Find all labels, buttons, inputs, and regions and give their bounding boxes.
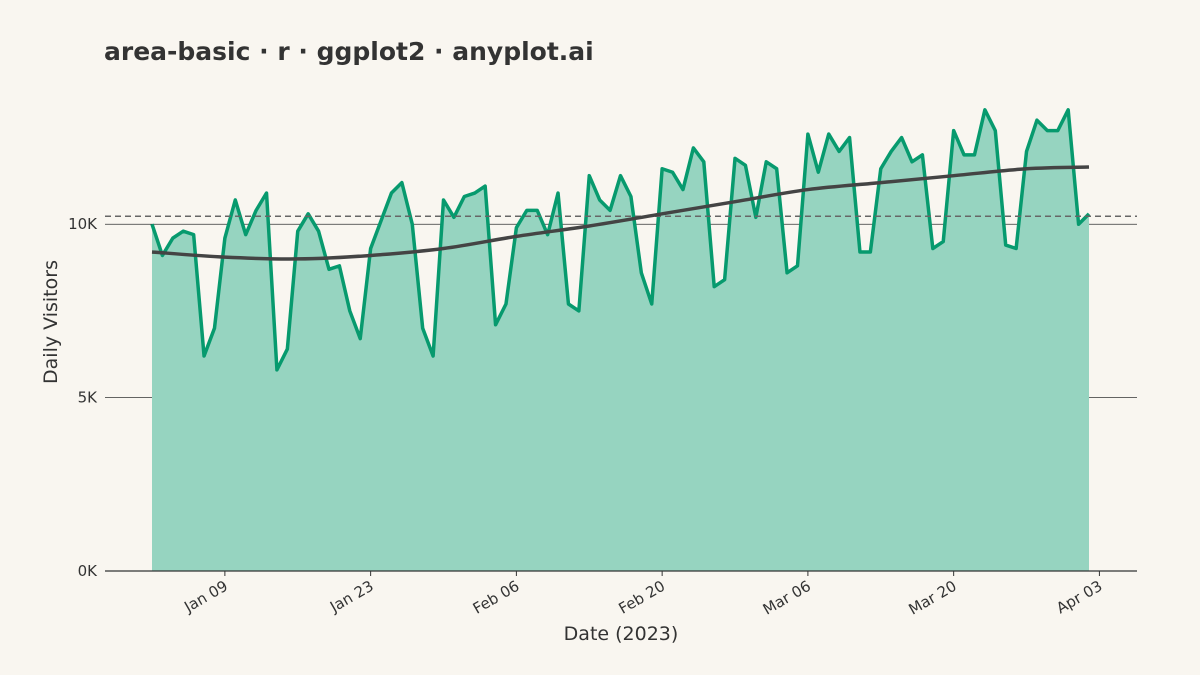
x-tick-label: Mar 20 — [905, 577, 959, 619]
x-tick-label: Mar 06 — [760, 577, 814, 619]
x-tick-label: Apr 03 — [1053, 577, 1105, 617]
y-tick-label: 10K — [68, 215, 98, 233]
area-fill — [152, 109, 1089, 571]
chart-title: area-basic · r · ggplot2 · anyplot.ai — [104, 37, 594, 66]
x-tick-label: Feb 06 — [470, 577, 523, 618]
y-tick-label: 0K — [78, 562, 99, 580]
area-line — [150, 108, 1091, 372]
y-axis-label: Daily Visitors — [40, 260, 62, 384]
x-tick-label: Jan 23 — [326, 577, 377, 617]
y-tick-label: 5K — [78, 389, 99, 407]
x-tick-label: Feb 20 — [615, 577, 668, 618]
trend-line — [151, 165, 1090, 261]
x-axis-label: Date (2023) — [564, 623, 679, 645]
x-tick-label: Jan 09 — [180, 577, 231, 617]
